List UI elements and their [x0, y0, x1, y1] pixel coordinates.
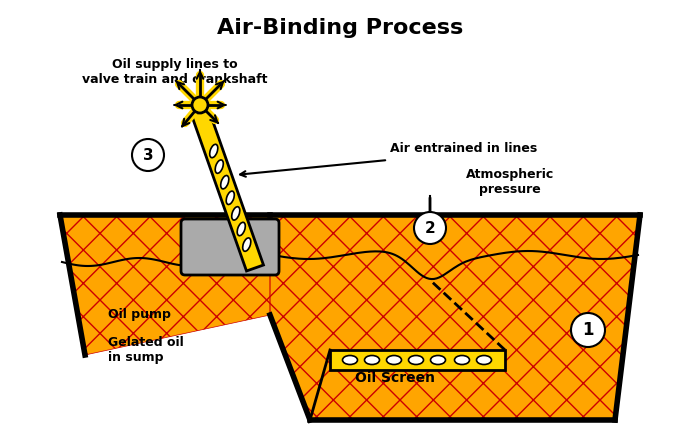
FancyBboxPatch shape: [181, 219, 279, 275]
Text: Gelated oil
in sump: Gelated oil in sump: [108, 336, 184, 364]
Text: Air-Binding Process: Air-Binding Process: [217, 18, 463, 38]
Ellipse shape: [386, 356, 401, 364]
Ellipse shape: [237, 222, 245, 236]
Ellipse shape: [215, 160, 223, 173]
Text: Air entrained in lines: Air entrained in lines: [390, 142, 537, 154]
Ellipse shape: [477, 356, 492, 364]
Ellipse shape: [210, 144, 218, 158]
Text: 1: 1: [583, 321, 593, 339]
Ellipse shape: [365, 356, 380, 364]
Bar: [330, 350, 505, 370]
Ellipse shape: [226, 191, 234, 205]
Text: 2: 2: [424, 220, 435, 235]
Text: Oil supply lines to
valve train and crankshaft: Oil supply lines to valve train and cran…: [82, 58, 268, 86]
Text: Oil pump: Oil pump: [108, 308, 171, 321]
Circle shape: [132, 139, 164, 171]
Polygon shape: [270, 215, 640, 420]
Ellipse shape: [232, 207, 240, 220]
Polygon shape: [60, 215, 270, 355]
Ellipse shape: [409, 356, 424, 364]
Polygon shape: [191, 109, 263, 271]
Ellipse shape: [342, 356, 358, 364]
Ellipse shape: [454, 356, 469, 364]
Ellipse shape: [221, 176, 229, 189]
Text: Oil Screen: Oil Screen: [355, 371, 435, 385]
Text: Atmospheric
pressure: Atmospheric pressure: [466, 168, 554, 196]
Text: 3: 3: [143, 147, 153, 162]
Circle shape: [414, 212, 446, 244]
Circle shape: [571, 313, 605, 347]
Ellipse shape: [430, 356, 445, 364]
Circle shape: [192, 97, 208, 113]
Ellipse shape: [242, 238, 251, 251]
